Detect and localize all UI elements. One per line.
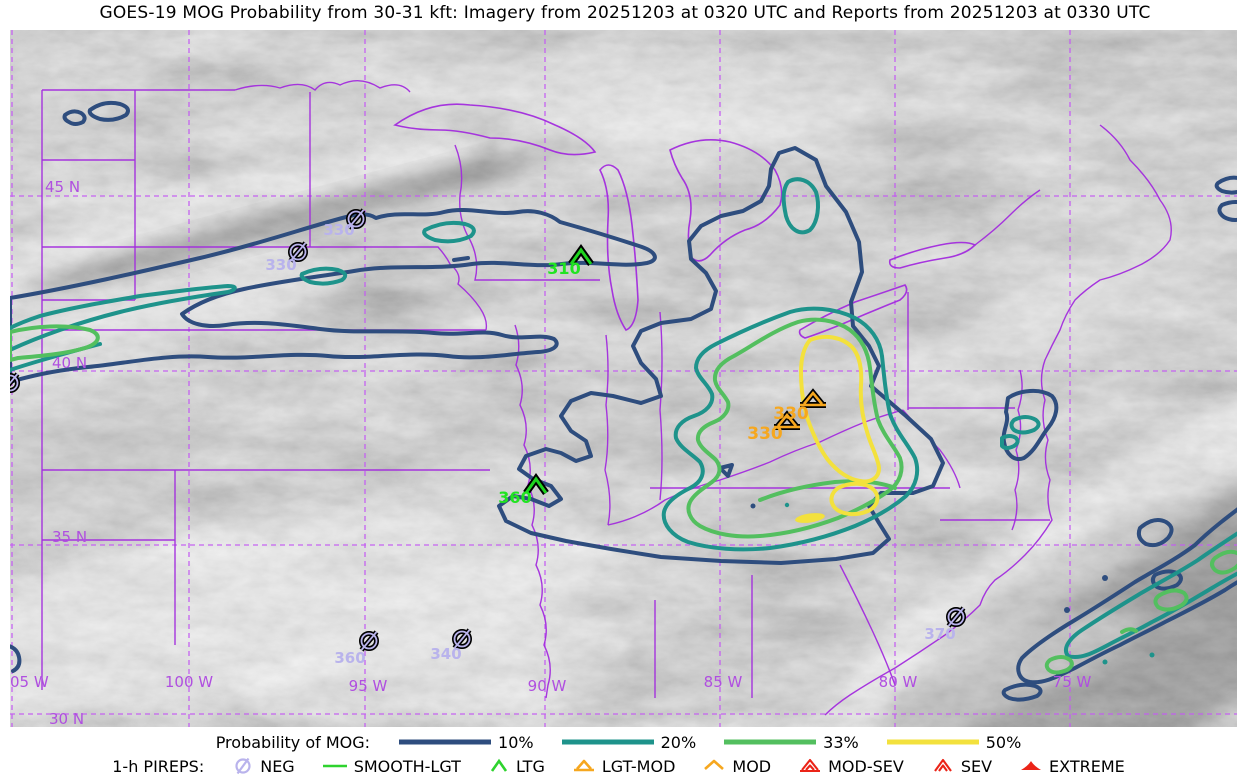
mod-sev-icon [800, 758, 821, 773]
legend-pireps-title: 1-h PIREPS: [112, 756, 205, 776]
neg-icon [235, 757, 251, 775]
satellite-background [0, 30, 1250, 782]
page-title: GOES-19 MOG Probability from 30-31 kft: … [99, 3, 1151, 23]
pirep-symbols: 330 330 310 360 330 330 360 340 370 [10, 210, 964, 667]
sev-icon [933, 758, 952, 772]
lat-label: 35 N [52, 528, 87, 546]
pirep-flight-level: 360 [498, 488, 531, 507]
legend-pirep-label: SMOOTH-LGT [353, 756, 461, 776]
legend-pirep-label: EXTREME [1049, 756, 1125, 776]
pirep-neg-icon [949, 608, 964, 626]
contours [3, 100, 1250, 702]
legend-pirep-label: LGT-MOD [601, 756, 676, 776]
lon-label: 95 W [349, 677, 388, 695]
contour-swatch-33-icon [724, 739, 817, 745]
legend-pirep-sev: SEV [930, 756, 992, 776]
lgt-mod-icon [573, 759, 594, 772]
lon-label: 75 W [1053, 673, 1092, 691]
map-area: 330 330 310 360 330 330 360 340 370 45 N… [0, 30, 1250, 782]
lat-label: 40 N [52, 354, 87, 372]
map-canvas: 330 330 310 360 330 330 360 340 370 45 N… [0, 30, 1250, 782]
legend-pireps-row: 1-h PIREPS: NEG SMOOTH-LGT LTG LGT-MOD M… [0, 754, 1250, 778]
extreme-icon [1021, 761, 1042, 770]
pirep-neg-icon [362, 632, 377, 650]
mod-icon [704, 759, 725, 770]
legend: Probability of MOG: 10% 20% 33% 50% 1-h … [0, 730, 1250, 778]
pirep-flight-level: 330 [265, 256, 296, 274]
lon-label: 85 W [704, 673, 743, 691]
pirep-flight-level: 330 [747, 424, 783, 444]
contour-swatch-20-icon [561, 739, 654, 745]
legend-pirep-label: LTG [515, 756, 545, 776]
lat-label: 45 N [45, 178, 80, 196]
contour-swatch-10-icon [399, 739, 492, 745]
legend-pirep-extreme: EXTREME [1018, 756, 1125, 776]
legend-pirep-smooth-lgt: SMOOTH-LGT [321, 756, 461, 776]
contour-swatch-50-icon [886, 739, 979, 745]
legend-pirep-mod-sev: MOD-SEV [797, 756, 904, 776]
legend-pirep-label: MOD-SEV [828, 756, 904, 776]
legend-pirep-ltg: LTG [487, 756, 545, 776]
state-borders [41, 80, 1172, 716]
pirep-flight-level: 360 [334, 649, 365, 667]
legend-pirep-neg: NEG [231, 756, 295, 776]
smooth-lgt-icon [322, 764, 347, 768]
contour-33pct [8, 317, 1244, 675]
lon-label: 05 W [10, 673, 49, 691]
geo-labels: 45 N 40 N 35 N 30 N 05 W 100 W 95 W 90 W… [10, 178, 1092, 728]
graticule [10, 30, 1237, 727]
lon-label: 100 W [165, 673, 213, 691]
pirep-flight-level: 340 [430, 645, 461, 663]
lon-label: 90 W [528, 677, 567, 695]
legend-pirep-label: MOD [732, 756, 772, 776]
legend-level-label: 33% [823, 732, 859, 752]
pirep-flight-level: 310 [547, 259, 580, 278]
pirep-flight-level: 330 [323, 221, 354, 239]
pirep-flight-level: 370 [924, 625, 955, 643]
legend-level-10: 10% [397, 733, 534, 752]
lat-label: 30 N [49, 710, 84, 727]
legend-level-label: 10% [498, 732, 534, 752]
legend-pirep-label: NEG [260, 756, 295, 776]
legend-probability-title: Probability of MOG: [215, 732, 371, 752]
contour-20pct [8, 177, 1250, 665]
legend-level-label: 20% [660, 732, 697, 752]
legend-pirep-lgt-mod: LGT-MOD [571, 756, 676, 776]
legend-level-label: 50% [985, 732, 1022, 752]
legend-level-33: 33% [722, 733, 859, 752]
contour-10pct [3, 100, 1250, 702]
legend-probability-row: Probability of MOG: 10% 20% 33% 50% [0, 730, 1250, 754]
lon-label: 80 W [879, 673, 918, 691]
pirep-flight-level: 330 [773, 404, 809, 424]
legend-level-50: 50% [885, 732, 1022, 752]
legend-pirep-mod: MOD [701, 756, 771, 776]
ltg-icon [490, 758, 508, 772]
legend-level-20: 20% [560, 732, 697, 752]
contour-50pct [795, 334, 881, 523]
legend-pirep-label: SEV [960, 756, 993, 776]
